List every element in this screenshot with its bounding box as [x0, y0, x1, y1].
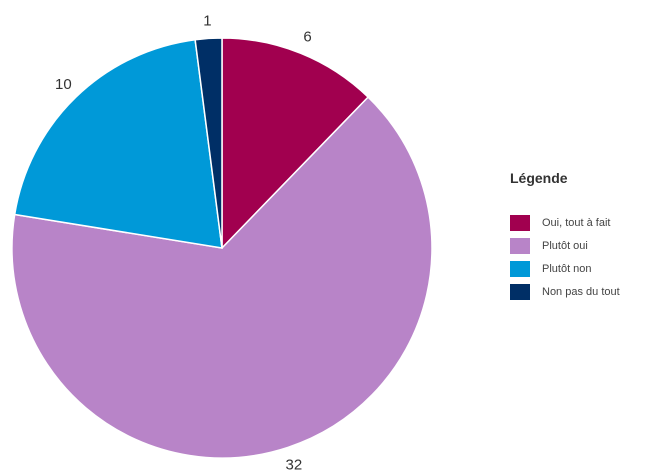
legend-swatch — [510, 284, 530, 300]
chart-legend: Légende Oui, tout à fait Plutôt oui Plut… — [510, 170, 654, 306]
legend-swatch — [510, 261, 530, 277]
pie-slices — [11, 37, 433, 459]
pie-slice — [13, 38, 223, 249]
slice-value-label: 10 — [55, 76, 72, 93]
slice-value-label: 6 — [303, 29, 311, 46]
legend-label: Non pas du tout — [542, 286, 620, 298]
pie-slice — [221, 37, 370, 250]
legend-swatch — [510, 238, 530, 254]
slice-value-label: 32 — [286, 456, 303, 473]
legend-label: Plutôt oui — [542, 240, 588, 252]
legend-item-oui-tout-a-fait: Oui, tout à fait — [510, 214, 654, 232]
pie-slice-labels: 6 32 10 1 — [55, 12, 312, 473]
legend-swatch — [510, 215, 530, 231]
legend-item-non-pas-du-tout: Non pas du tout — [510, 283, 654, 301]
legend-item-plutot-oui: Plutôt oui — [510, 237, 654, 255]
legend-item-plutot-non: Plutôt non — [510, 260, 654, 278]
pie-slice — [194, 37, 223, 249]
slice-value-label: 1 — [203, 12, 211, 29]
legend-title: Légende — [510, 170, 568, 186]
legend-label: Oui, tout à fait — [542, 217, 611, 229]
legend-label: Plutôt non — [542, 263, 592, 275]
pie-slice — [11, 96, 433, 459]
